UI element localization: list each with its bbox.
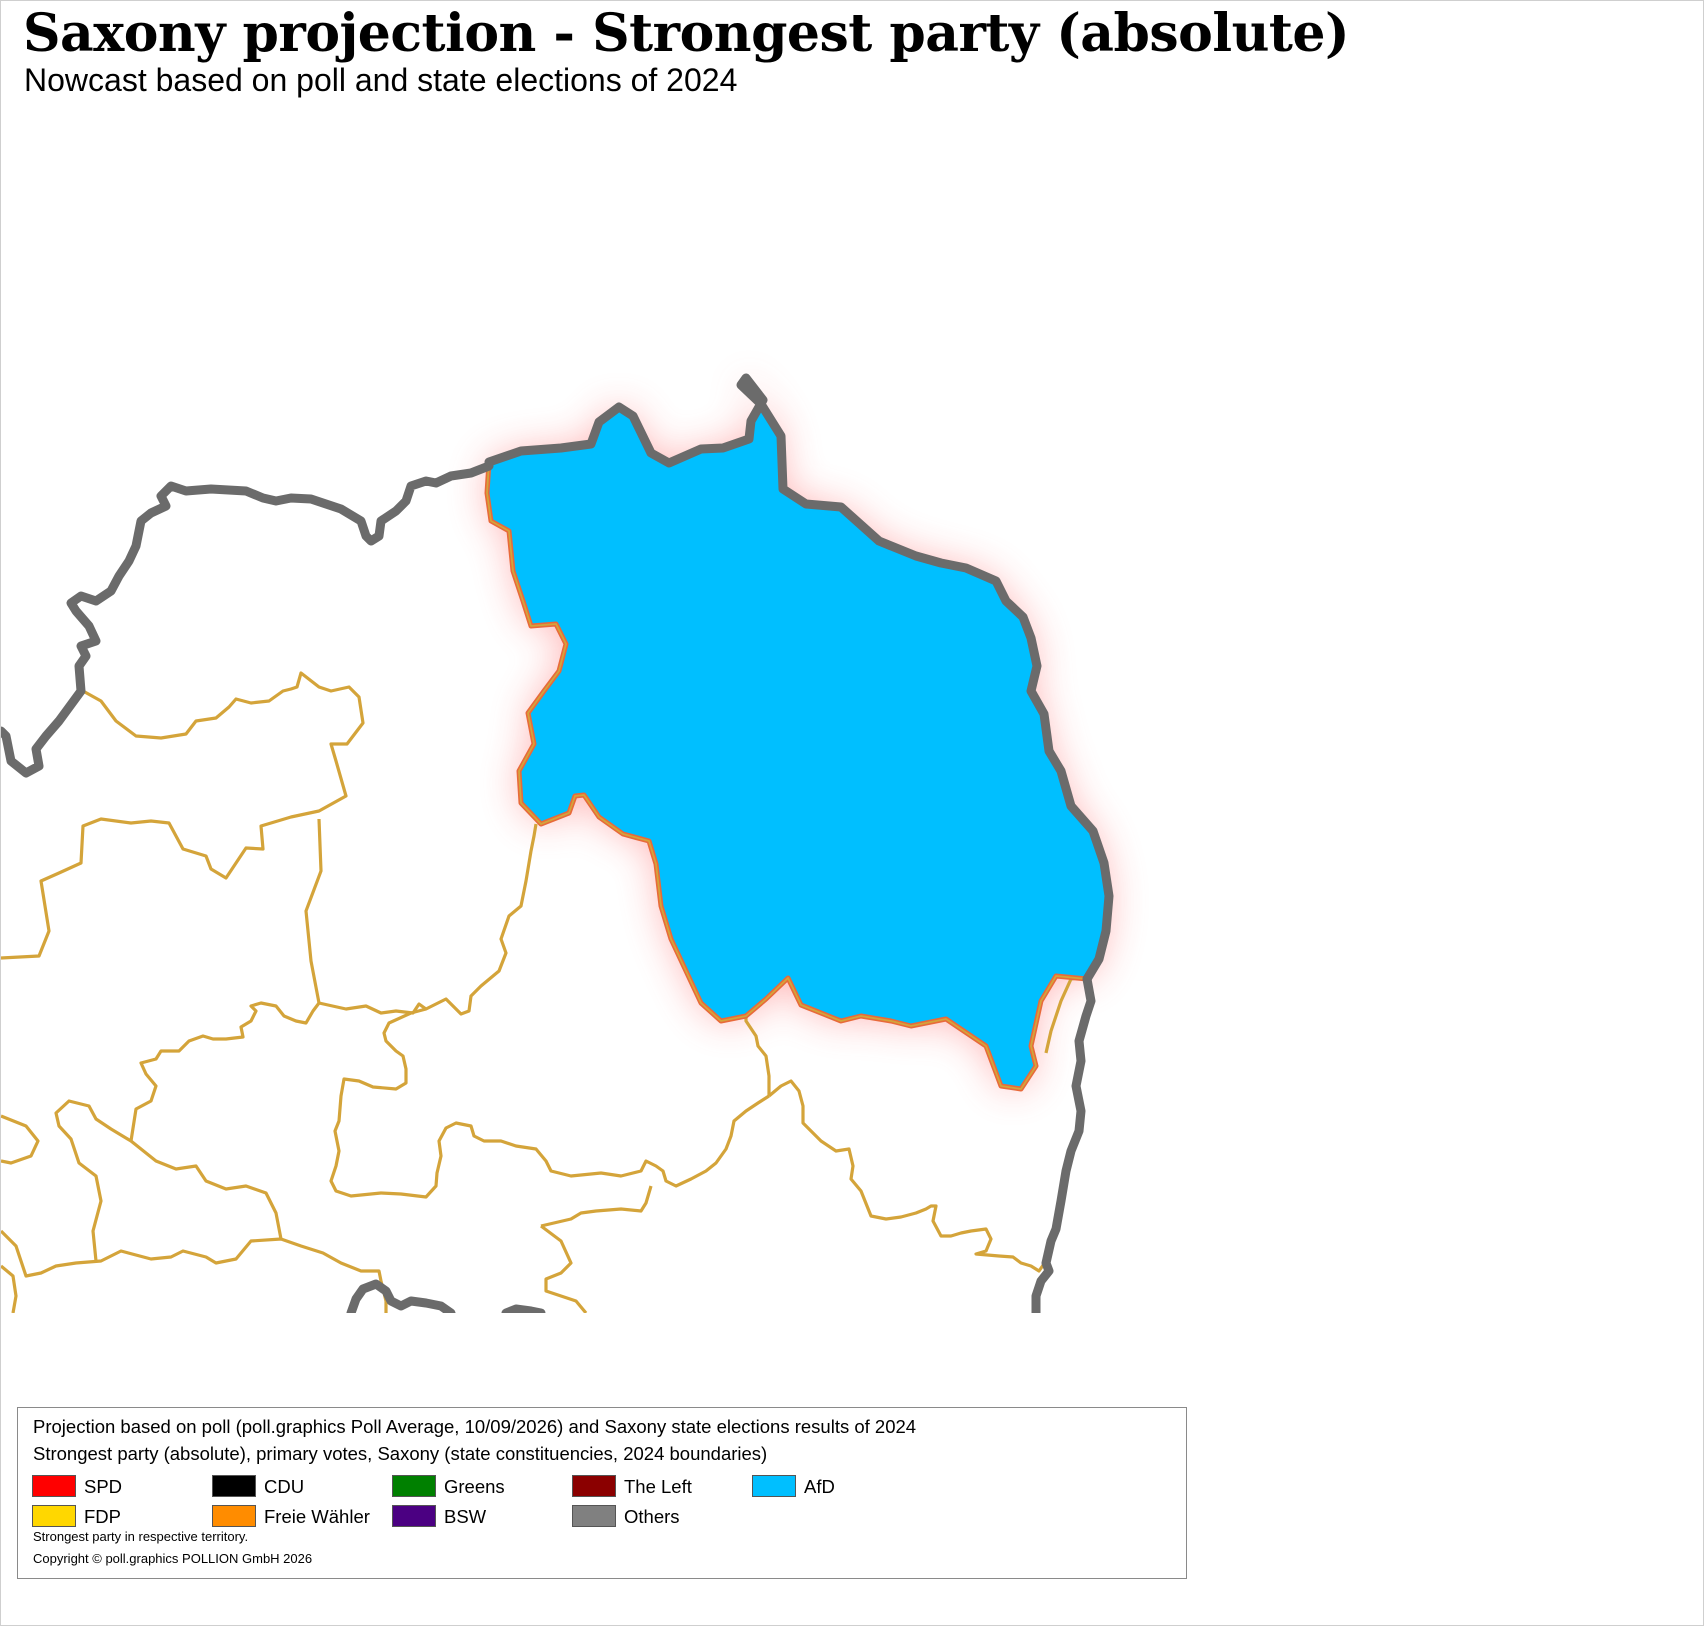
constituency-borders bbox=[1, 671, 1090, 1313]
legend-swatch-afd bbox=[752, 1475, 796, 1497]
legend-label-the-left: The Left bbox=[624, 1476, 692, 1497]
legend-label-greens: Greens bbox=[444, 1476, 505, 1497]
page-subtitle: Nowcast based on poll and state election… bbox=[24, 62, 738, 98]
legend-note: Strongest party in respective territory. bbox=[33, 1529, 249, 1544]
highlighted-constituency[interactable] bbox=[484, 375, 1112, 1092]
legend-swatch-cdu bbox=[212, 1475, 256, 1497]
legend-label-fdp: FDP bbox=[84, 1506, 121, 1527]
state-border bbox=[1, 373, 1114, 1313]
legend-swatch-others bbox=[572, 1505, 616, 1527]
legend-swatch-greens bbox=[392, 1475, 436, 1497]
legend-copyright: Copyright © poll.graphics POLLION GmbH 2… bbox=[33, 1551, 313, 1566]
legend-label-others: Others bbox=[624, 1506, 680, 1527]
legend-label-cdu: CDU bbox=[264, 1476, 305, 1497]
legend-swatch-freie-waehler bbox=[212, 1505, 256, 1527]
legend-description-line: Strongest party (absolute), primary vote… bbox=[33, 1443, 768, 1464]
legend-swatch-spd bbox=[32, 1475, 76, 1497]
legend-swatch-fdp bbox=[32, 1505, 76, 1527]
legend-source-line: Projection based on poll (poll.graphics … bbox=[33, 1416, 917, 1437]
legend-label-afd: AfD bbox=[804, 1476, 835, 1497]
legend-label-bsw: BSW bbox=[444, 1506, 487, 1527]
legend-label-spd: SPD bbox=[84, 1476, 123, 1497]
legend-label-freie-waehler: Freie Wähler bbox=[264, 1506, 370, 1527]
legend-swatch-the-left bbox=[572, 1475, 616, 1497]
legend-swatch-bsw bbox=[392, 1505, 436, 1527]
legend-box: Projection based on poll (poll.graphics … bbox=[17, 1407, 1187, 1579]
page-title: Saxony projection - Strongest party (abs… bbox=[23, 3, 1350, 64]
constituency-map bbox=[1, 373, 1114, 1313]
